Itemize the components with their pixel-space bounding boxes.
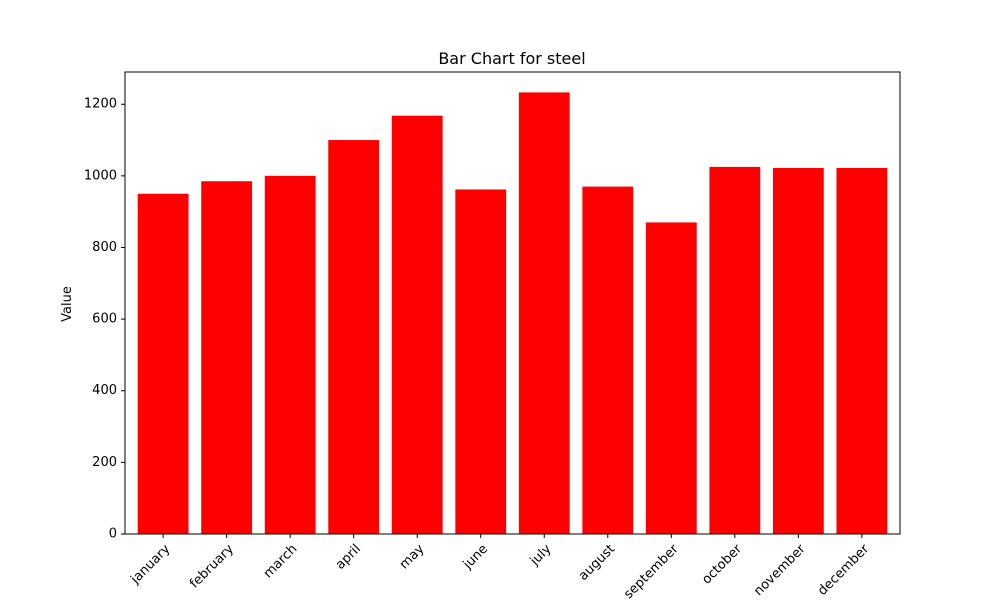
x-axis-ticks: january february march april may june july augu… [127, 534, 873, 602]
x-tick-label-july: july [527, 541, 555, 569]
bar-march [264, 175, 316, 535]
x-tick-label-september: september [621, 541, 682, 600]
y-axis-ticks: 0 200 400 600 800 1000 1200 [84, 97, 125, 542]
y-tick-label-200: 200 [92, 455, 117, 470]
bar-april [328, 140, 380, 535]
x-tick-label-may: may [397, 541, 428, 572]
x-tick-label-october: october [699, 541, 745, 587]
plot-frame [124, 71, 901, 535]
bar-june [455, 189, 507, 534]
bars-group [137, 92, 888, 535]
y-tick-label-400: 400 [92, 383, 117, 398]
x-tick-label-march: march [261, 542, 301, 582]
bar-august [582, 186, 634, 534]
y-tick-label-0: 0 [109, 527, 117, 542]
x-tick-label-april: april [333, 542, 364, 573]
bar-january [137, 193, 189, 534]
x-tick-label-november: november [751, 541, 809, 599]
bar-december [836, 167, 888, 535]
x-tick-label-june: june [460, 542, 491, 573]
x-tick-label-february: february [187, 541, 237, 591]
x-tick-label-august: august [576, 542, 618, 584]
bar-february [201, 181, 253, 535]
chart-title: Bar Chart for steel [438, 49, 585, 68]
bar-may [391, 115, 443, 534]
bar-november [772, 167, 824, 535]
bar-july [518, 92, 570, 534]
y-tick-label-600: 600 [92, 312, 117, 327]
y-tick-label-800: 800 [92, 240, 117, 255]
y-tick-label-1200: 1200 [84, 97, 117, 112]
x-tick-label-january: january [127, 541, 173, 587]
y-axis-label: Value [60, 286, 75, 322]
y-tick-label-1000: 1000 [84, 168, 117, 183]
bar-september [645, 222, 697, 535]
x-tick-label-december: december [815, 541, 872, 598]
bar-october [709, 166, 761, 534]
